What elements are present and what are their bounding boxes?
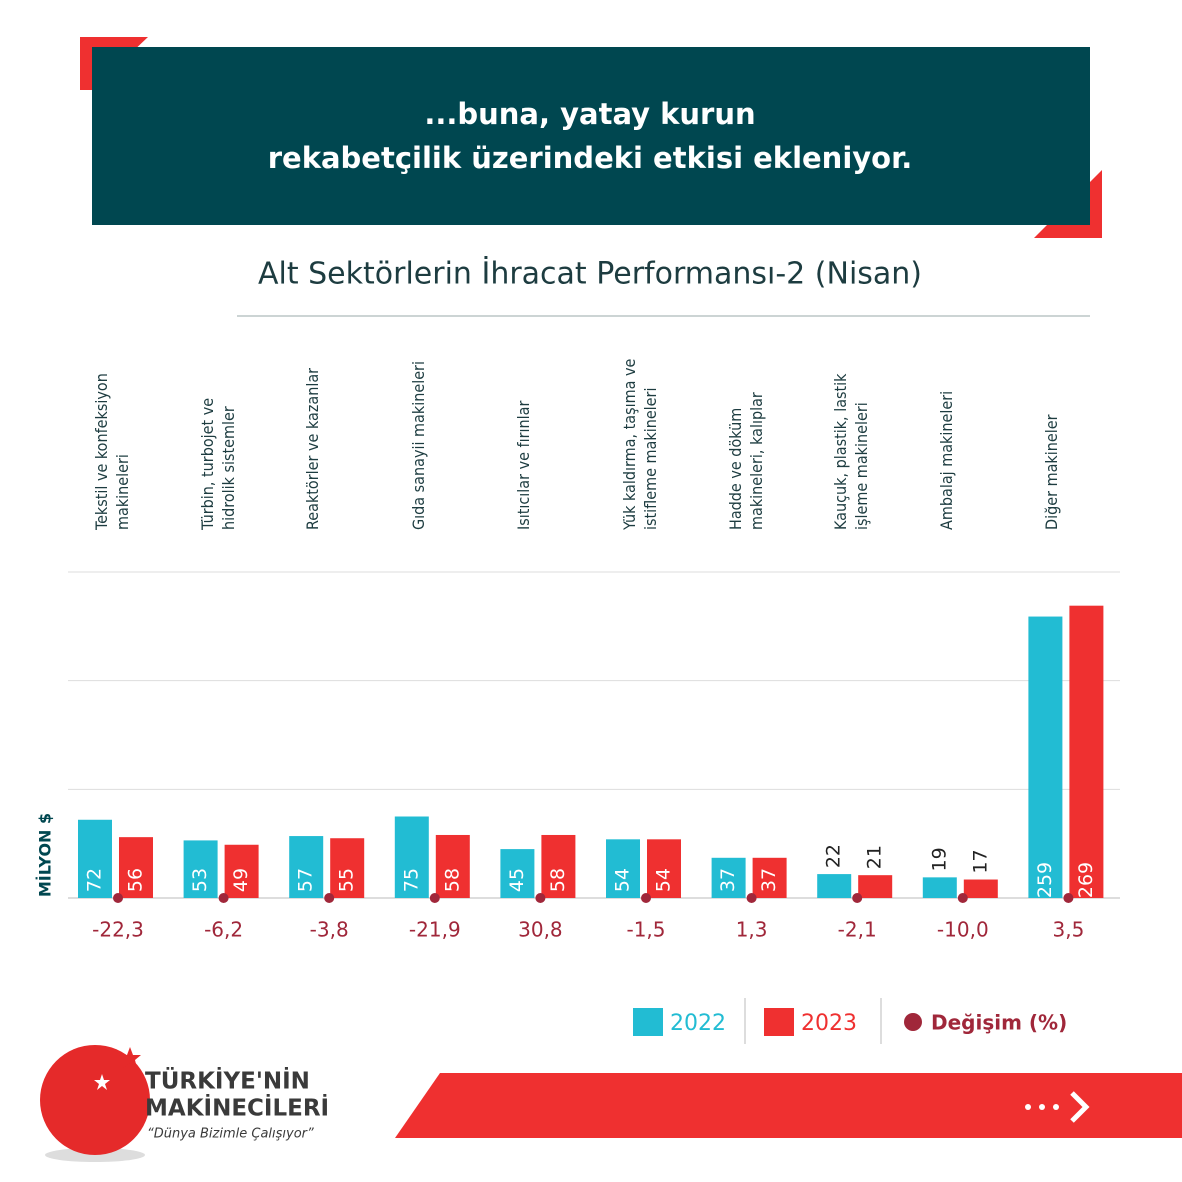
header-title: rekabetçilik üzerindeki etkisi ekleniyor…: [268, 141, 913, 175]
category-label: Yük kaldırma, taşıma ve istifleme makine…: [620, 358, 660, 530]
bar: [963, 879, 998, 898]
dot: [1039, 1104, 1045, 1110]
value-label: 57: [295, 868, 317, 892]
change-dot: [113, 893, 123, 903]
header-title: ...buna, yatay kurun: [424, 97, 755, 131]
logo-star: [119, 1047, 141, 1068]
value-label: 269: [1075, 862, 1097, 898]
value-label: 21: [864, 845, 886, 869]
value-label: 45: [506, 868, 528, 892]
change-dot: [957, 893, 968, 903]
value-label: 53: [189, 868, 211, 892]
value-label: 37: [758, 868, 780, 892]
bar: [817, 874, 852, 898]
bar: [752, 857, 787, 898]
category-label: Ambalaj makineleri: [936, 390, 956, 530]
category-label: Isıtıcılar ve fırınlar: [514, 400, 534, 530]
value-label: 58: [441, 868, 463, 892]
brand: TÜRKİYE'NİN: [145, 1067, 310, 1095]
logo: [40, 1045, 150, 1155]
change-label: 1,3: [736, 918, 768, 942]
change-label: 3,5: [1052, 918, 1084, 942]
bar: [647, 839, 681, 898]
change-label: -1,5: [626, 918, 665, 942]
value-label: 19: [928, 847, 950, 871]
arrow[interactable]: [1070, 1091, 1090, 1123]
y-label: MİLYON $: [36, 813, 55, 897]
footer-band: [395, 1073, 1182, 1138]
value-label: 54: [653, 868, 675, 892]
change-dot: [641, 893, 651, 903]
category-label: Diğer makineler: [1042, 414, 1062, 530]
change-dot: [218, 893, 229, 903]
bar: [1069, 605, 1104, 898]
bar: [541, 834, 576, 898]
brand: MAKİNECİLERİ: [145, 1094, 329, 1122]
category-label: Türbin, turbojet ve hidrolik sistemler: [197, 397, 238, 530]
value-label: 22: [823, 844, 845, 868]
change-dot: [429, 893, 440, 903]
dot: [1025, 1104, 1031, 1110]
slogan: “Dünya Bizimle Çalışıyor”: [147, 1127, 314, 1142]
bar: [289, 836, 324, 898]
bar: [394, 816, 429, 898]
change-label: -22,3: [92, 918, 144, 942]
change-label: -2,1: [838, 918, 877, 942]
value-label: 75: [400, 868, 422, 892]
dot: [1053, 1104, 1059, 1110]
value-label: 259: [1034, 862, 1056, 898]
bar: [500, 849, 535, 898]
category-label: Hadde ve döküm makineleri, kalıplar: [725, 392, 766, 530]
bar: [330, 838, 365, 898]
logo-star: [94, 1074, 110, 1090]
value-label: 56: [125, 868, 147, 892]
legend-dot: [904, 1013, 922, 1031]
category-label: Tekstil ve konfeksiyon makineleri: [92, 373, 132, 530]
change-dot: [1063, 893, 1074, 903]
change-dot: [535, 893, 546, 903]
change-dot: [746, 893, 757, 903]
bar: [711, 857, 746, 898]
value-label: 55: [336, 868, 358, 892]
change-label: -21,9: [409, 918, 461, 942]
legend-swatch: [633, 1008, 663, 1036]
change-dot: [852, 893, 863, 903]
bar: [224, 844, 259, 898]
change-dot: [324, 893, 335, 903]
bar: [858, 875, 893, 898]
value-label: 58: [547, 868, 569, 892]
legend-label: 2023: [801, 1011, 857, 1036]
bar: [606, 839, 640, 898]
bar: [435, 834, 470, 898]
bar: [922, 877, 957, 898]
value-label: 17: [969, 849, 991, 873]
category-label: Reaktörler ve kazanlar: [303, 367, 323, 530]
value-label: 37: [717, 868, 739, 892]
change-label: -6,2: [204, 918, 243, 942]
header-box: [92, 47, 1090, 225]
chart-title: Alt Sektörlerin İhracat Performansı-2 (N…: [258, 256, 922, 292]
value-label: 54: [612, 868, 634, 892]
change-label: -10,0: [937, 918, 989, 942]
category-label: Kauçuk, plastik, lastik işleme makineler…: [831, 373, 872, 531]
legend-label: Değişim (%): [931, 1011, 1067, 1035]
change-label: -3,8: [310, 918, 349, 942]
value-label: 49: [230, 868, 252, 892]
bar: [1028, 616, 1063, 898]
legend-label: 2022: [670, 1011, 726, 1036]
value-label: 72: [84, 868, 106, 892]
bar: [119, 837, 153, 898]
change-label: 30,8: [518, 918, 563, 942]
legend-swatch: [764, 1008, 794, 1036]
bar: [78, 819, 112, 898]
category-label: Gıda sanayii makineleri: [408, 361, 428, 530]
bar: [183, 840, 218, 898]
